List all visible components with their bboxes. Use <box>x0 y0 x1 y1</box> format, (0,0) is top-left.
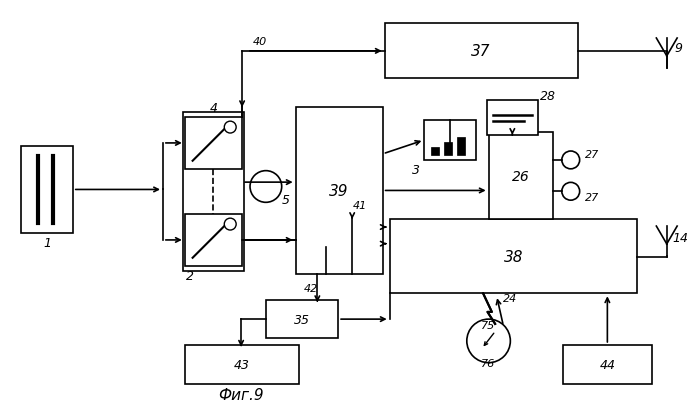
Text: 4: 4 <box>209 102 218 115</box>
Circle shape <box>224 219 236 230</box>
Bar <box>563 345 652 384</box>
Circle shape <box>467 319 510 363</box>
Text: 75: 75 <box>482 320 496 330</box>
Text: 1: 1 <box>43 237 51 250</box>
Text: 9: 9 <box>675 42 682 55</box>
Text: 43: 43 <box>234 358 250 371</box>
Circle shape <box>562 151 580 169</box>
Text: 2: 2 <box>186 269 194 282</box>
Text: 38: 38 <box>503 249 523 264</box>
Bar <box>266 301 338 338</box>
Text: 27: 27 <box>585 193 600 203</box>
Bar <box>390 220 637 294</box>
Text: 26: 26 <box>512 169 530 183</box>
Text: 39: 39 <box>330 183 349 198</box>
Circle shape <box>224 122 236 134</box>
Bar <box>444 143 452 156</box>
Text: 27: 27 <box>585 149 600 160</box>
Bar <box>486 101 538 136</box>
Circle shape <box>250 171 281 203</box>
Text: 40: 40 <box>253 37 267 47</box>
Bar <box>424 121 476 160</box>
Text: 35: 35 <box>294 313 310 326</box>
Bar <box>185 118 242 169</box>
Text: 5: 5 <box>281 193 290 206</box>
Bar <box>183 113 244 271</box>
Text: 42: 42 <box>304 284 318 294</box>
Text: 14: 14 <box>673 232 689 245</box>
Text: 24: 24 <box>503 294 517 304</box>
Text: Фиг.9: Фиг.9 <box>218 387 264 402</box>
Text: 28: 28 <box>540 90 556 102</box>
Circle shape <box>562 183 580 201</box>
Bar <box>489 133 553 220</box>
Bar <box>185 215 242 266</box>
Bar <box>431 147 439 156</box>
Text: 76: 76 <box>482 358 496 368</box>
Bar <box>457 138 465 156</box>
Text: 41: 41 <box>353 201 368 211</box>
Text: 44: 44 <box>599 358 615 371</box>
Text: 3: 3 <box>412 164 420 177</box>
Bar <box>22 147 73 233</box>
Bar <box>384 24 578 79</box>
Bar <box>295 108 383 274</box>
Text: 37: 37 <box>471 44 491 59</box>
Bar <box>185 345 298 384</box>
